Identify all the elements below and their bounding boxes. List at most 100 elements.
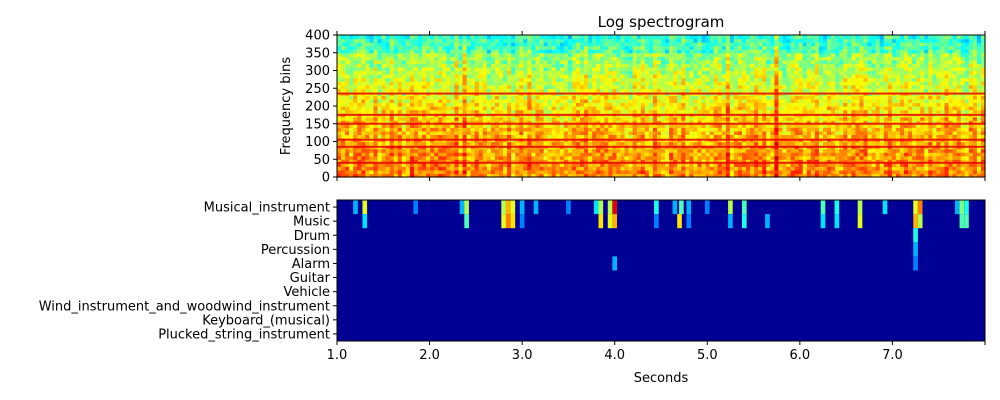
spectrogram-cell [669, 66, 674, 72]
spectrogram-cell [891, 95, 897, 100]
spectrogram-cell [551, 120, 557, 125]
spectrogram-cell [357, 98, 362, 104]
spectrogram-cell [547, 155, 553, 160]
spectrogram-cell [341, 120, 346, 125]
spectrogram-cell [458, 162, 464, 167]
spectrogram-cell [596, 155, 601, 160]
spectrogram-cell [904, 148, 909, 153]
spectrogram-cell [924, 95, 929, 100]
spectrogram-cell [681, 88, 686, 93]
spectrogram-cell [608, 134, 613, 139]
spectrogram-cell [551, 95, 557, 100]
spectrogram-cell [705, 134, 711, 139]
spectrogram-cell [426, 141, 431, 146]
spectrogram-cell [895, 152, 901, 157]
spectrogram-cell [976, 134, 982, 139]
spectrogram-cell [964, 159, 970, 164]
spectrogram-cell [754, 169, 759, 175]
spectrogram-cell [474, 169, 480, 175]
spectrogram-cell [584, 134, 589, 139]
spectrogram-cell [814, 66, 820, 72]
spectrogram-cell [733, 127, 739, 132]
spectrogram-cell [567, 95, 573, 100]
spectrogram-cell [948, 134, 954, 139]
spectrogram-cell [543, 70, 549, 75]
spectrogram-cell [503, 102, 508, 107]
spectrogram-cell [385, 120, 391, 125]
spectrogram-cell [353, 102, 358, 107]
spectrogram-cell [685, 127, 690, 132]
spectrogram-cell [405, 152, 411, 157]
spectrogram-cell [976, 102, 982, 107]
spectrogram-cell [928, 106, 933, 111]
spectrogram-cell [503, 155, 508, 160]
spectrogram-cell [794, 148, 800, 153]
spectrogram-cell [665, 66, 670, 72]
spectrogram-cell [729, 66, 735, 72]
spectrogram-cell [592, 134, 597, 139]
spectrogram-cell [612, 130, 618, 135]
spectrogram-cell [385, 123, 391, 128]
spectrogram-cell [770, 109, 775, 114]
spectrogram-cell [851, 84, 856, 89]
spectrogram-cell [612, 141, 618, 146]
spectrogram-cell [948, 102, 954, 107]
spectrogram-cell [620, 173, 626, 178]
spectrogram-cell [656, 166, 662, 171]
spectrogram-cell [466, 109, 472, 114]
spectrogram-cell [847, 166, 852, 171]
spectrogram-cell [652, 66, 658, 72]
spectrogram-cell [571, 116, 577, 121]
spectrogram-cell [482, 162, 488, 167]
spectrogram-cell [879, 88, 885, 93]
spectrogram-cell [482, 169, 488, 175]
spectrogram-cell [709, 81, 715, 86]
spectrogram-cell [839, 88, 844, 93]
spectrogram-cell [814, 130, 820, 135]
spectrogram-cell [543, 81, 549, 86]
spectrogram-cell [442, 116, 447, 121]
spectrogram-cell [377, 152, 383, 157]
spectrogram-cell [904, 155, 909, 160]
spectrogram-cell [750, 84, 755, 89]
spectrogram-cell [551, 88, 557, 93]
spectrogram-cell [685, 173, 690, 178]
spectrogram-cell [656, 155, 662, 160]
spectrogram-cell [806, 130, 812, 135]
spectrogram-cell [539, 152, 545, 157]
spectrogram-cell [940, 148, 946, 153]
spectrogram-cell [652, 81, 658, 86]
spectrogram-cell [523, 152, 528, 157]
spectrogram-cell [612, 148, 618, 153]
spectrogram-cell [871, 134, 877, 139]
spectrogram-cell [608, 74, 613, 79]
spectrogram-cell [891, 169, 897, 175]
spectrogram-cell [936, 166, 942, 171]
spectrogram-cell [806, 123, 812, 128]
spectrogram-cell [628, 95, 634, 100]
spectrogram-cell [924, 166, 929, 171]
spectrogram-cell [588, 134, 593, 139]
spectrogram-cell [879, 148, 885, 153]
spectrogram-cell [543, 134, 549, 139]
spectrogram-cell [742, 155, 747, 160]
spectrogram-cell [693, 88, 699, 93]
spectrogram-cell [818, 109, 824, 114]
spectrogram-cell [450, 162, 456, 167]
spectrogram-cell [673, 134, 678, 139]
spectrogram-cell [908, 127, 913, 132]
spectrogram-cell [584, 148, 589, 153]
spectrogram-cell [442, 173, 447, 178]
spectrogram-cell [405, 77, 411, 82]
spectrogram-cell [430, 116, 435, 121]
spectrogram-cell [932, 88, 937, 93]
spectrogram-cell [563, 130, 569, 135]
spectrogram-cell [681, 98, 686, 104]
spectrogram-cell [389, 130, 395, 135]
spectrogram-cell [899, 169, 905, 175]
spectrogram-cell [442, 123, 447, 128]
spectrogram-cell [847, 127, 852, 132]
spectrogram-cell [908, 88, 913, 93]
spectrogram-cell [831, 148, 836, 153]
spectrogram-cell [895, 88, 901, 93]
